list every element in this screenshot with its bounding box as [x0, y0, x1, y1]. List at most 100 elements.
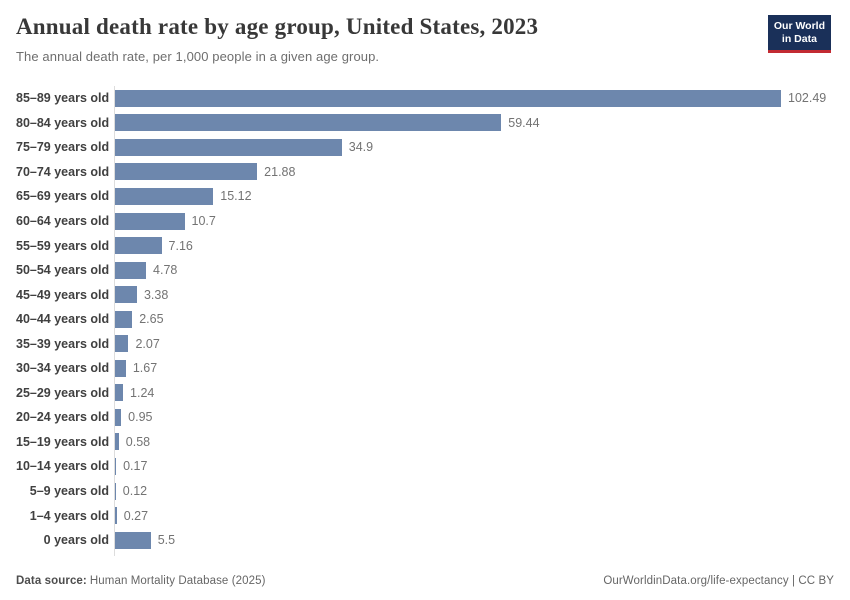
owid-logo-line2: in Data — [781, 33, 817, 46]
bar[interactable] — [115, 212, 185, 230]
category-label: 10–14 years old — [16, 459, 110, 474]
value-label: 0.17 — [123, 459, 148, 474]
bar-track: 1.67 — [114, 359, 844, 377]
bar-row: 25–29 years old 1.24 — [16, 381, 844, 406]
bar[interactable] — [115, 335, 129, 353]
bar-row: 45–49 years old 3.38 — [16, 282, 844, 307]
bar[interactable] — [115, 261, 147, 279]
bar-row: 15–19 years old 0.58 — [16, 430, 844, 455]
bar-track: 0.17 — [114, 457, 844, 475]
bar-track: 59.44 — [114, 114, 844, 132]
category-label: 65–69 years old — [16, 189, 110, 204]
bar[interactable] — [115, 433, 119, 451]
bar[interactable] — [115, 457, 117, 475]
bar[interactable] — [115, 286, 137, 304]
bar-track: 0.58 — [114, 433, 844, 451]
bar[interactable] — [115, 187, 214, 205]
bar[interactable] — [115, 408, 122, 426]
bar[interactable] — [115, 114, 502, 132]
value-label: 4.78 — [153, 263, 178, 278]
bar-track: 21.88 — [114, 163, 844, 181]
value-label: 59.44 — [508, 115, 540, 130]
value-label: 34.9 — [348, 140, 374, 155]
value-label: 1.24 — [130, 385, 155, 400]
value-label: 21.88 — [264, 164, 296, 179]
chart-subtitle: The annual death rate, per 1,000 people … — [16, 49, 380, 64]
category-label: 45–49 years old — [16, 287, 110, 302]
category-label: 70–74 years old — [16, 164, 110, 179]
bar-track: 0.27 — [114, 507, 844, 525]
value-label: 3.38 — [143, 287, 169, 302]
bar-row: 70–74 years old 21.88 — [16, 160, 844, 185]
category-label: 20–24 years old — [16, 410, 110, 425]
category-label: 85–89 years old — [16, 91, 110, 106]
category-label: 40–44 years old — [16, 312, 110, 327]
y-axis-line — [114, 86, 115, 556]
bar-row: 60–64 years old 10.7 — [16, 209, 844, 234]
bar-row: 40–44 years old 2.65 — [16, 307, 844, 332]
bar-track: 5.5 — [114, 531, 844, 549]
bar-row: 5–9 years old 0.12 — [16, 479, 844, 504]
footer-credit-link[interactable]: OurWorldinData.org/life-expectancy | CC … — [603, 575, 834, 587]
bar-row: 75–79 years old 34.9 — [16, 135, 844, 160]
bar[interactable] — [115, 163, 258, 181]
value-label: 10.7 — [191, 214, 216, 228]
value-label: 15.12 — [220, 189, 252, 204]
bar-row: 55–59 years old 7.16 — [16, 233, 844, 258]
bar-track: 0.95 — [114, 408, 844, 426]
bar-row: 30–34 years old 1.67 — [16, 356, 844, 381]
category-label: 15–19 years old — [16, 434, 110, 449]
bar-row: 10–14 years old 0.17 — [16, 454, 844, 479]
bar[interactable] — [115, 384, 124, 402]
bar-track: 7.16 — [114, 237, 844, 255]
bar-row: 80–84 years old 59.44 — [16, 111, 844, 136]
value-label: 2.07 — [135, 336, 160, 351]
bar-row: 20–24 years old 0.95 — [16, 405, 844, 430]
bar-track: 102.49 — [114, 89, 844, 107]
bar-track: 2.07 — [114, 335, 844, 353]
owid-logo[interactable]: Our World in Data — [767, 15, 831, 54]
bar-rows-container: 85–89 years old 102.49 80–84 years old 59.4… — [16, 86, 844, 552]
category-label: 5–9 years old — [29, 484, 109, 499]
category-label: 55–59 years old — [16, 238, 110, 253]
value-label: 5.5 — [157, 533, 176, 548]
bar-track: 4.78 — [114, 261, 844, 279]
bar-track: 1.24 — [114, 384, 844, 402]
bar[interactable] — [115, 237, 162, 255]
bar[interactable] — [115, 310, 133, 328]
value-label: 0.12 — [122, 484, 148, 499]
value-label: 0.27 — [123, 508, 149, 523]
category-label: 30–34 years old — [16, 361, 110, 376]
category-label: 80–84 years old — [16, 115, 110, 130]
owid-logo-line1: Our World — [773, 20, 825, 32]
value-label: 1.67 — [132, 361, 158, 376]
bar-chart: 85–89 years old 102.49 80–84 years old 59.4… — [16, 86, 844, 556]
bar-track: 3.38 — [114, 286, 844, 304]
value-label: 0.58 — [125, 434, 151, 449]
category-label: 60–64 years old — [16, 214, 110, 228]
bar[interactable] — [115, 359, 126, 377]
category-label: 0 years old — [43, 533, 109, 548]
value-label: 7.16 — [168, 238, 193, 253]
bar[interactable] — [115, 531, 151, 549]
data-source-label: Data source: — [16, 575, 87, 587]
bar-row: 65–69 years old 15.12 — [16, 184, 844, 209]
bar-row: 85–89 years old 102.49 — [16, 86, 844, 111]
bar-row: 35–39 years old 2.07 — [16, 331, 844, 356]
bar-row: 0 years old 5.5 — [16, 528, 844, 553]
bar[interactable] — [115, 138, 342, 156]
chart-header: Annual death rate by age group, United S… — [16, 14, 740, 64]
bar-track: 34.9 — [114, 138, 844, 156]
chart-footer: Data source: Human Mortality Database (20… — [16, 575, 834, 587]
value-label: 2.65 — [139, 312, 164, 327]
value-label: 0.95 — [128, 410, 153, 425]
data-source-text: Human Mortality Database (2025) — [89, 575, 266, 587]
category-label: 75–79 years old — [16, 140, 110, 155]
bar[interactable] — [115, 89, 781, 107]
category-label: 50–54 years old — [16, 263, 110, 278]
bar-track: 15.12 — [114, 187, 844, 205]
bar[interactable] — [115, 482, 116, 500]
chart-title: Annual death rate by age group, United S… — [16, 14, 539, 39]
bar[interactable] — [115, 507, 117, 525]
